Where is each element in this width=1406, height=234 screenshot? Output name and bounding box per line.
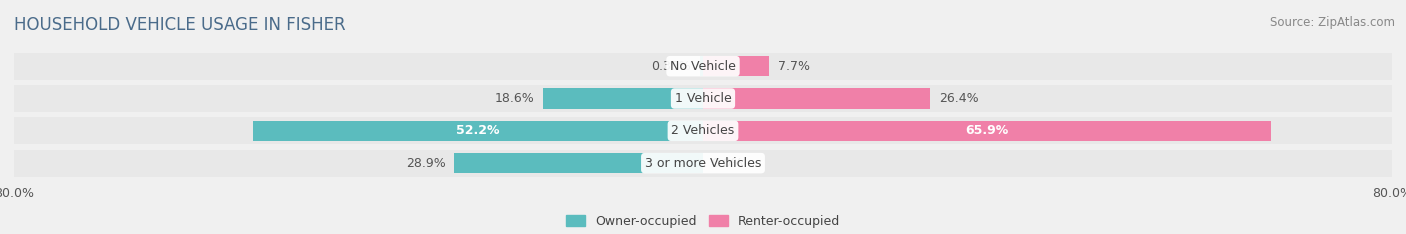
Text: 2 Vehicles: 2 Vehicles [672, 124, 734, 137]
Bar [14, 53, 1392, 80]
Text: 1 Vehicle: 1 Vehicle [675, 92, 731, 105]
Text: 0.36%: 0.36% [651, 60, 692, 73]
Legend: Owner-occupied, Renter-occupied: Owner-occupied, Renter-occupied [567, 215, 839, 228]
Text: HOUSEHOLD VEHICLE USAGE IN FISHER: HOUSEHOLD VEHICLE USAGE IN FISHER [14, 16, 346, 34]
Bar [700, 56, 703, 76]
Text: 28.9%: 28.9% [406, 157, 446, 170]
Bar [14, 150, 1392, 177]
Bar [454, 153, 703, 173]
Text: 26.4%: 26.4% [939, 92, 979, 105]
Bar [703, 121, 1271, 141]
Text: 0.0%: 0.0% [711, 157, 744, 170]
Text: No Vehicle: No Vehicle [671, 60, 735, 73]
Text: Source: ZipAtlas.com: Source: ZipAtlas.com [1270, 16, 1395, 29]
Bar [14, 117, 1392, 144]
Text: 18.6%: 18.6% [495, 92, 534, 105]
Bar [14, 85, 1392, 112]
Text: 65.9%: 65.9% [965, 124, 1008, 137]
Text: 52.2%: 52.2% [457, 124, 501, 137]
Text: 7.7%: 7.7% [778, 60, 810, 73]
Bar [543, 88, 703, 109]
Bar [703, 88, 931, 109]
Bar [253, 121, 703, 141]
Text: 3 or more Vehicles: 3 or more Vehicles [645, 157, 761, 170]
Bar [703, 56, 769, 76]
